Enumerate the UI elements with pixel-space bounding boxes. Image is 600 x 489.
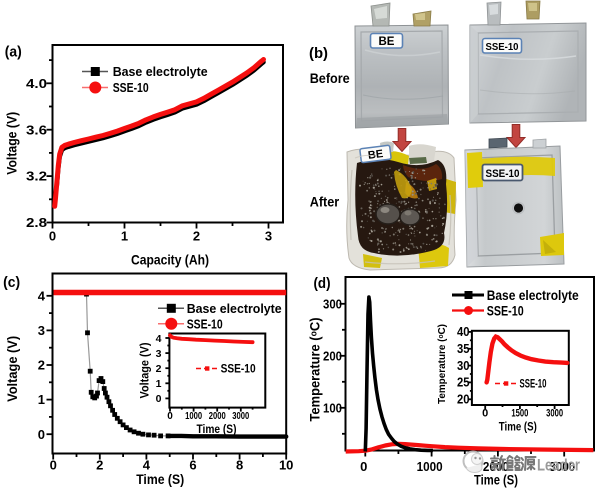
- svg-text:(a): (a): [5, 45, 22, 61]
- svg-text:Leader: Leader: [537, 457, 580, 475]
- svg-text:SSE-10: SSE-10: [221, 362, 256, 376]
- svg-text:25: 25: [457, 376, 470, 390]
- svg-text:3: 3: [38, 323, 45, 338]
- svg-text:SSE-10: SSE-10: [486, 41, 519, 53]
- svg-text:4.0: 4.0: [26, 76, 47, 91]
- svg-text:1: 1: [121, 229, 128, 244]
- svg-text:1: 1: [156, 378, 162, 390]
- svg-text:Time (S): Time (S): [474, 473, 518, 488]
- svg-text:0: 0: [167, 411, 173, 422]
- svg-text:Temperature (oC): Temperature (oC): [436, 324, 448, 404]
- svg-text:3.6: 3.6: [26, 122, 47, 137]
- svg-text:Voltage (V): Voltage (V): [140, 342, 152, 398]
- svg-text:3.2: 3.2: [26, 169, 47, 184]
- svg-text:SSE-10: SSE-10: [113, 81, 149, 95]
- svg-text:2: 2: [96, 458, 103, 473]
- svg-text:0: 0: [156, 393, 162, 405]
- svg-text:SSE-10: SSE-10: [187, 317, 223, 331]
- svg-text:1: 1: [38, 392, 45, 407]
- svg-text:Voltage (V): Voltage (V): [5, 112, 20, 175]
- svg-text:(d): (d): [314, 276, 331, 292]
- svg-text:Time (S): Time (S): [136, 472, 184, 487]
- svg-text:(b): (b): [309, 46, 328, 62]
- svg-text:0: 0: [49, 229, 56, 244]
- svg-text:100: 100: [323, 400, 342, 415]
- svg-text:4: 4: [38, 288, 46, 303]
- svg-text:4: 4: [156, 333, 162, 345]
- svg-text:(c): (c): [3, 275, 20, 291]
- svg-text:1500: 1500: [511, 408, 528, 420]
- svg-text:200: 200: [323, 348, 342, 363]
- svg-text:1000: 1000: [185, 411, 202, 422]
- svg-text:2: 2: [193, 229, 200, 244]
- svg-text:4: 4: [143, 458, 151, 473]
- svg-text:3: 3: [265, 229, 272, 244]
- svg-text:30: 30: [457, 359, 470, 373]
- svg-text:3000: 3000: [546, 408, 563, 420]
- svg-text:1000: 1000: [417, 459, 443, 474]
- svg-text:10: 10: [279, 458, 293, 473]
- svg-text:2000: 2000: [209, 411, 226, 422]
- svg-text:20: 20: [457, 393, 470, 407]
- svg-text:Base electrolyte: Base electrolyte: [487, 288, 579, 303]
- svg-text:Base electrolyte: Base electrolyte: [187, 302, 282, 316]
- svg-text:Before: Before: [310, 71, 350, 86]
- svg-text:Capacity (Ah): Capacity (Ah): [131, 252, 209, 268]
- svg-text:40: 40: [457, 325, 470, 339]
- svg-text:Temperature (oC): Temperature (oC): [308, 318, 323, 422]
- svg-text:35: 35: [457, 342, 470, 356]
- svg-text:3000: 3000: [232, 411, 249, 422]
- svg-text:BE: BE: [367, 148, 384, 162]
- svg-text:SSE-10: SSE-10: [520, 379, 547, 391]
- svg-text:After: After: [310, 195, 340, 210]
- svg-text:2: 2: [38, 358, 45, 373]
- svg-text:0: 0: [50, 458, 57, 473]
- svg-text:0: 0: [360, 459, 367, 474]
- svg-text:2.8: 2.8: [26, 215, 47, 230]
- svg-text:6: 6: [189, 458, 196, 473]
- svg-text:SSE-10: SSE-10: [486, 168, 520, 180]
- svg-text:0: 0: [38, 427, 45, 442]
- svg-text:8: 8: [236, 458, 243, 473]
- svg-text:Voltage (V): Voltage (V): [5, 336, 20, 402]
- svg-text:3: 3: [156, 348, 162, 360]
- svg-text:Time (S): Time (S): [499, 420, 537, 434]
- svg-text:300: 300: [323, 296, 342, 311]
- svg-text:BE: BE: [379, 36, 395, 48]
- svg-text:Time (S): Time (S): [197, 422, 237, 436]
- svg-text:3000: 3000: [549, 459, 575, 474]
- svg-text:2: 2: [156, 363, 162, 375]
- svg-text:Base electrolyte: Base electrolyte: [113, 65, 208, 79]
- svg-text:SSE-10: SSE-10: [487, 303, 524, 318]
- svg-text:0: 0: [482, 408, 488, 420]
